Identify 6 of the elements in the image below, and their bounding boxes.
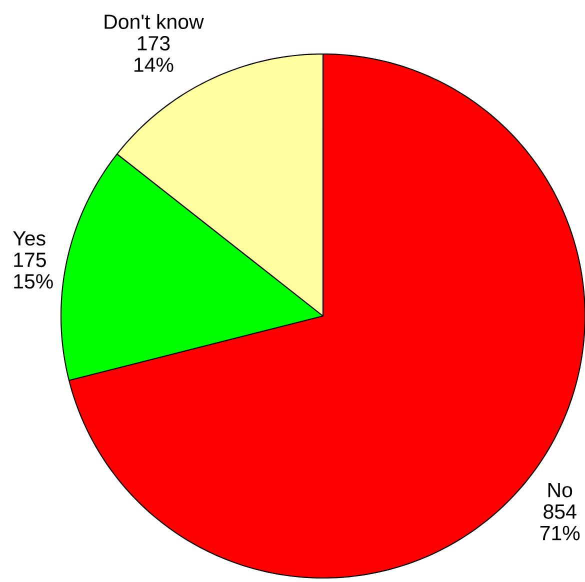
slice-label: No — [548, 483, 572, 498]
slice-label: Don't know — [104, 14, 204, 30]
data-label: 854 71% — [540, 504, 580, 540]
slice-label: Yes — [13, 231, 46, 246]
data-label: 175 15% — [14, 252, 53, 289]
data-label: 173 14% — [134, 36, 174, 72]
